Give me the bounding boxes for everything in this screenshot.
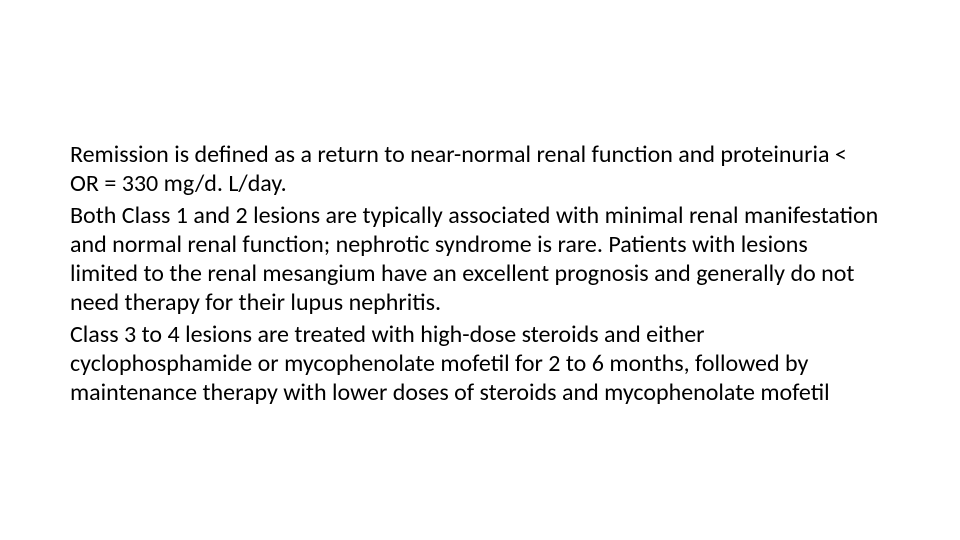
paragraph-2: Both Class 1 and 2 lesions are typically… <box>70 201 880 318</box>
slide-body: Remission is defined as a return to near… <box>0 0 960 540</box>
paragraph-3: Class 3 to 4 lesions are treated with hi… <box>70 320 880 408</box>
paragraph-1: Remission is defined as a return to near… <box>70 140 880 199</box>
